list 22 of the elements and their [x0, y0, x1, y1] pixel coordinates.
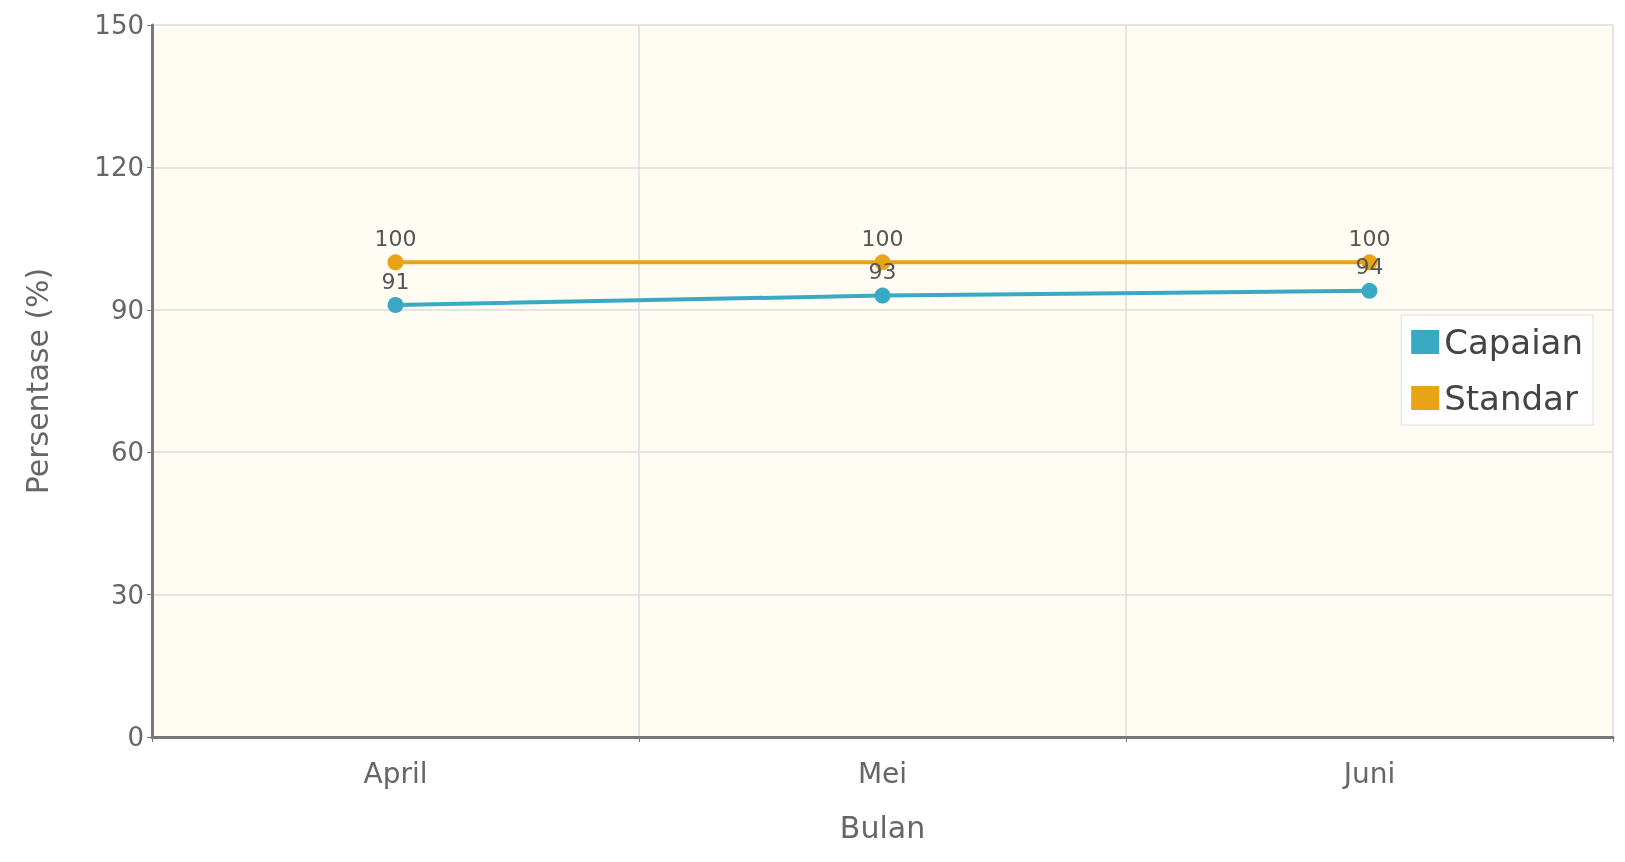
point [387, 297, 404, 314]
x-axis-title: Bulan [839, 809, 926, 845]
data-label: 100 [861, 225, 904, 251]
y-tick-label: 60 [110, 437, 144, 468]
y-tick-label: 30 [110, 579, 144, 610]
y-tick-label: 0 [127, 722, 144, 752]
data-label: 93 [868, 259, 897, 285]
point [1361, 282, 1378, 299]
x-tick-label: Mei [857, 756, 908, 790]
point [874, 287, 891, 304]
legend-label: Capaian [1444, 322, 1584, 362]
y-tick-label: 150 [94, 10, 144, 40]
data-label: 100 [374, 225, 417, 251]
y-axis-title: Persentase (%) [19, 267, 55, 495]
y-tick-label: 120 [94, 152, 144, 183]
data-label: 100 [1348, 225, 1391, 251]
point [387, 254, 404, 271]
data-label: 91 [381, 268, 410, 294]
x-tick-label: April [363, 756, 428, 790]
x-tick-label: Juni [1341, 756, 1396, 790]
legend-label: Standar [1444, 378, 1578, 418]
y-tick-label: 90 [110, 294, 144, 325]
